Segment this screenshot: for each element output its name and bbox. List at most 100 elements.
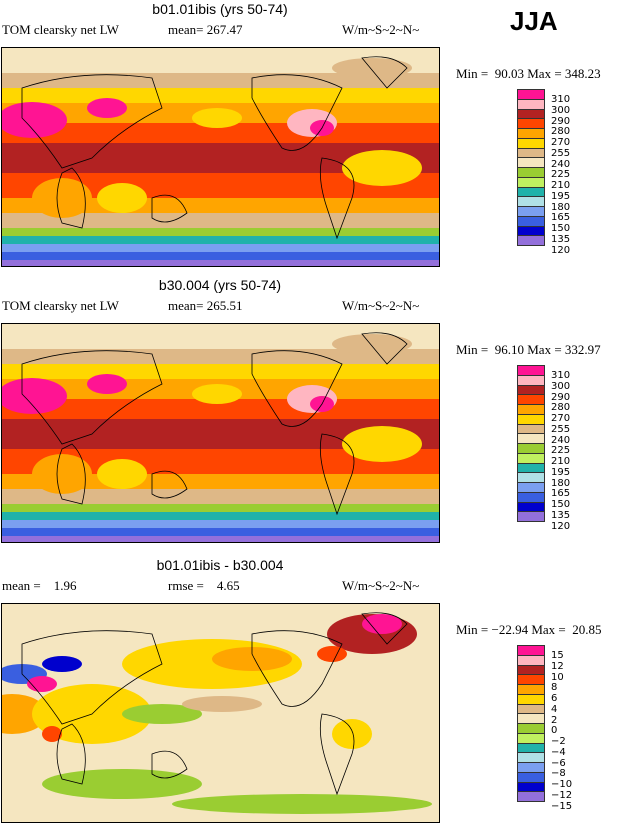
contour-band <box>2 88 439 103</box>
legend-label: 290 <box>551 391 571 403</box>
contour-region <box>192 108 242 128</box>
coastline <box>21 612 408 796</box>
contour-region <box>42 726 62 742</box>
legend-label: 10 <box>551 671 564 683</box>
panel-title: b01.01ibis (yrs 50-74) <box>152 1 288 17</box>
contour-band <box>2 252 439 260</box>
contour-band <box>2 349 439 364</box>
panel-title: b01.01ibis - b30.004 <box>156 557 284 573</box>
legend-label: 120 <box>551 520 571 532</box>
contour-region <box>97 183 147 213</box>
panel-units-label: W/m~S~2~N~ <box>342 578 420 593</box>
panel-stat-label: mean= 265.51 <box>168 298 243 313</box>
panel-units-label: W/m~S~2~N~ <box>342 298 420 313</box>
legend-label: 195 <box>551 466 571 478</box>
legend-label: −12 <box>551 789 573 801</box>
legend-label: 310 <box>551 94 571 105</box>
contour-region <box>192 384 242 404</box>
contour-region <box>42 656 82 672</box>
contour-region <box>172 794 432 814</box>
legend-label: −10 <box>551 779 573 790</box>
legend-swatch <box>517 511 545 522</box>
legend-label: 225 <box>551 169 571 181</box>
legend-label: 310 <box>551 370 571 381</box>
legend-label: −8 <box>551 768 566 780</box>
contour-map <box>1 47 440 267</box>
coastline <box>21 332 408 516</box>
legend-label: 150 <box>551 223 571 234</box>
color-legend: 15 12 10 8 6 4 2 0 −2 −4 −6 −8 −10 −12 −15 <box>517 645 572 811</box>
contour-band <box>2 236 439 244</box>
contour-band <box>2 528 439 536</box>
contour-region <box>42 769 202 799</box>
legend-label: 300 <box>551 104 571 116</box>
legend-label: 290 <box>551 115 571 127</box>
contour-map <box>1 603 440 823</box>
panel-stat-label: mean= 267.47 <box>168 22 243 37</box>
legend-label: −2 <box>551 736 566 747</box>
legend-label: 255 <box>551 423 571 435</box>
legend-label: 195 <box>551 190 571 202</box>
contour-region <box>182 696 262 712</box>
panel-units-label: W/m~S~2~N~ <box>342 22 420 37</box>
panel-variable-label: TOM clearsky net LW <box>2 298 119 313</box>
legend-swatch <box>517 791 545 802</box>
contour-band <box>2 260 439 266</box>
contour-band <box>2 504 439 512</box>
legend-label: 180 <box>551 201 571 213</box>
min-max-label: Min = 96.10 Max = 332.97 <box>456 342 601 357</box>
legend-label: 135 <box>551 233 571 245</box>
panel-variable-label: mean = 1.96 <box>2 578 77 593</box>
legend-label: 300 <box>551 380 571 392</box>
min-max-label: Min = 90.03 Max = 348.23 <box>456 66 601 81</box>
color-legend: 310 300 290 280 270 255 240 225 210 195 180 165 150 1… <box>517 89 570 255</box>
contour-region <box>87 98 127 118</box>
contour-region <box>342 150 422 186</box>
contour-region <box>332 719 372 749</box>
season-label: JJA <box>510 6 558 36</box>
legend-label: 2 <box>551 714 558 726</box>
legend-label: 180 <box>551 477 571 489</box>
legend-label: 0 <box>551 725 558 737</box>
contour-region <box>2 378 67 414</box>
contour-region <box>32 454 92 494</box>
contour-region <box>122 704 202 724</box>
contour-band <box>2 244 439 252</box>
panel-stat-label: rmse = 4.65 <box>168 578 240 593</box>
contour-band <box>2 228 439 236</box>
contour-region <box>317 646 347 662</box>
legend-label: 210 <box>551 180 571 191</box>
legend-swatch <box>517 235 545 246</box>
contour-band <box>2 520 439 528</box>
legend-label: 165 <box>551 488 571 500</box>
contour-region <box>212 647 292 671</box>
legend-label: 280 <box>551 402 571 414</box>
contour-region <box>2 102 67 138</box>
legend-label: 165 <box>551 212 571 224</box>
legend-label: 120 <box>551 244 571 256</box>
legend-label: 240 <box>551 158 571 170</box>
contour-region <box>332 58 412 78</box>
contour-region <box>342 426 422 462</box>
legend-label: 8 <box>551 682 558 694</box>
legend-label: 210 <box>551 456 571 467</box>
contour-region <box>362 614 402 634</box>
legend-label: 225 <box>551 445 571 457</box>
contour-band <box>2 512 439 520</box>
legend-label: 270 <box>551 413 571 424</box>
contour-map <box>1 323 440 543</box>
contour-band <box>2 364 439 379</box>
panel-variable-label: TOM clearsky net LW <box>2 22 119 37</box>
color-legend: 310 300 290 280 270 255 240 225 210 195 180 165 150 1… <box>517 365 570 531</box>
contour-band <box>2 73 439 88</box>
legend-label: −6 <box>551 757 566 769</box>
contour-region <box>332 334 412 354</box>
legend-label: 6 <box>551 693 558 704</box>
legend-label: 255 <box>551 147 571 159</box>
legend-label: −4 <box>551 746 566 758</box>
legend-label: −15 <box>551 800 573 812</box>
contour-region <box>97 459 147 489</box>
legend-label: 135 <box>551 509 571 521</box>
contour-region <box>32 178 92 218</box>
contour-region <box>87 374 127 394</box>
